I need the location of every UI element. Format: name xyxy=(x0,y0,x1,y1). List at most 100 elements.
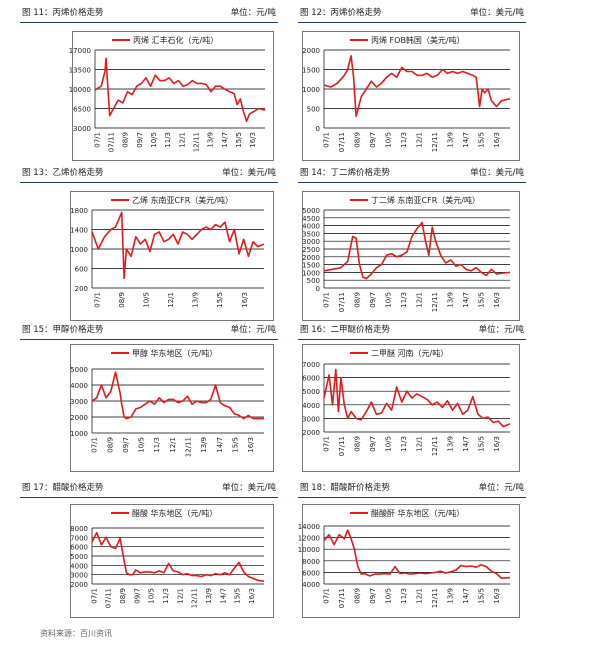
x-tick-label: 09/7 xyxy=(369,436,377,452)
y-tick-label: 3500 xyxy=(302,230,320,238)
chart-frame xyxy=(302,191,520,321)
x-tick-label: 07/11 xyxy=(338,436,346,456)
x-tick-label: 16/3 xyxy=(241,292,249,308)
x-tick-label: 10/5 xyxy=(148,588,156,604)
x-tick-label: 16/3 xyxy=(248,588,256,604)
x-tick-label: 07/11 xyxy=(338,588,346,608)
x-tick-label: 16/3 xyxy=(493,132,501,148)
y-tick-label: 5000 xyxy=(70,553,88,561)
legend-label: 醋酸酐 华东地区（元/吨） xyxy=(371,508,464,518)
x-tick-label: 14/7 xyxy=(462,436,470,452)
y-tick-label: 17000 xyxy=(69,47,91,55)
series-line xyxy=(323,54,511,118)
x-tick-label: 15/5 xyxy=(478,292,486,308)
x-tick-label: 13/9 xyxy=(207,132,215,148)
y-tick-label: 200 xyxy=(75,285,88,293)
x-tick-label: 07/11 xyxy=(105,588,113,608)
x-tick-label: 16/3 xyxy=(247,437,255,453)
y-tick-label: 5000 xyxy=(302,207,320,215)
x-tick-label: 08/9 xyxy=(354,132,362,148)
x-tick-label: 15/5 xyxy=(478,132,486,148)
series-line xyxy=(323,221,511,280)
y-tick-label: 8000 xyxy=(70,525,88,533)
panel-unit: 单位：美元/吨 xyxy=(222,168,276,178)
y-tick-label: 5000 xyxy=(302,388,320,396)
line-chart: 4000 6000 8000 10000 12000 14000 07/1 07/11 08/9… xyxy=(298,508,511,608)
x-tick-label: 11/3 xyxy=(400,588,408,604)
x-tick-label: 07/1 xyxy=(91,437,99,453)
chart-frame xyxy=(302,31,520,161)
x-tick-label: 12/11 xyxy=(192,132,200,152)
y-tick-label: 6500 xyxy=(73,106,91,114)
x-tick-label: 07/1 xyxy=(323,588,331,604)
y-tick-label: 12000 xyxy=(298,535,320,543)
x-tick-label: 13/9 xyxy=(192,292,200,308)
x-tick-label: 15/5 xyxy=(478,588,486,604)
chart-frame xyxy=(72,31,274,161)
y-tick-label: 10000 xyxy=(69,86,91,94)
x-tick-label: 07/1 xyxy=(323,132,331,148)
panel-header: 图 14：丁二烯价格走势 单位：美元/吨 xyxy=(298,165,526,183)
x-tick-label: 13/9 xyxy=(447,588,455,604)
x-tick-label: 15/5 xyxy=(234,588,242,604)
x-tick-label: 08/9 xyxy=(122,132,130,148)
panel-header: 图 16：二甲醚价格走势 单位：元/吨 xyxy=(298,322,526,340)
y-tick-label: 2500 xyxy=(302,246,320,254)
line-chart: 2000 3000 4000 5000 6000 7000 07/1 07/11 08/9 09/… xyxy=(302,348,511,456)
x-tick-label: 15/5 xyxy=(231,437,239,453)
x-tick-label: 07/1 xyxy=(323,292,331,308)
x-tick-label: 09/7 xyxy=(122,437,130,453)
legend-label: 乙烯 东南亚CFR（美元/吨） xyxy=(132,195,233,205)
panel-title: 图 16：二甲醚价格走势 xyxy=(300,325,391,335)
x-tick-label: 08/9 xyxy=(118,292,126,308)
chart-frame xyxy=(70,504,274,618)
line-chart: 3000 6500 10000 13500 17000 07/1 07/11 08/9 09/7… xyxy=(69,35,266,152)
x-tick-label: 10/5 xyxy=(150,132,158,148)
x-tick-label: 14/7 xyxy=(462,588,470,604)
x-tick-label: 13/9 xyxy=(447,292,455,308)
x-tick-label: 07/11 xyxy=(338,292,346,312)
x-tick-label: 12/1 xyxy=(167,292,175,308)
legend-label: 醋酸 华东地区（元/吨） xyxy=(132,508,217,518)
x-tick-label: 07/1 xyxy=(323,436,331,452)
line-chart: 200 600 1000 1400 1800 07/1 08/9 10/5 12/1 13/9 15… xyxy=(70,195,265,308)
panel-unit: 单位：元/吨 xyxy=(478,483,524,493)
chart-panel-13: 图 13：乙烯价格走势 单位：美元/吨 200 600 1000 1400 1800 07/… xyxy=(20,165,278,325)
panel-header: 图 11：丙烯价格走势 单位：元/吨 xyxy=(20,5,278,23)
panel-title: 图 15：甲醇价格走势 xyxy=(22,325,104,335)
chart-panel-15: 图 15：甲醇价格走势 单位：元/吨 1000 2000 3000 4000 5000 07… xyxy=(20,322,278,477)
x-tick-label: 12/11 xyxy=(431,588,439,608)
y-tick-label: 2000 xyxy=(302,47,320,55)
y-tick-label: 500 xyxy=(307,277,320,285)
panel-title: 图 17：醋酸价格走势 xyxy=(22,483,104,493)
x-tick-label: 12/11 xyxy=(191,588,199,608)
x-tick-label: 08/9 xyxy=(354,436,362,452)
y-tick-label: 4000 xyxy=(70,382,88,390)
y-tick-label: 14000 xyxy=(298,523,320,531)
panel-header: 图 17：醋酸价格走势 单位：美元/吨 xyxy=(20,480,278,498)
chart-panel-17: 图 17：醋酸价格走势 单位：美元/吨 2000 3000 4000 5000 6000 7… xyxy=(20,480,278,620)
legend-label: 甲醇 华东地区（元/吨） xyxy=(132,348,217,358)
x-tick-label: 09/7 xyxy=(369,292,377,308)
panel-title: 图 13：乙烯价格走势 xyxy=(22,168,104,178)
y-tick-label: 3000 xyxy=(302,238,320,246)
panel-unit: 单位：元/吨 xyxy=(478,325,524,335)
series-line xyxy=(323,368,511,428)
panel-header: 图 12：丙烯价格走势 单位：美元/吨 xyxy=(298,5,526,23)
series-line xyxy=(323,529,511,579)
x-tick-label: 12/11 xyxy=(431,436,439,456)
x-tick-label: 14/7 xyxy=(462,292,470,308)
x-tick-label: 12/11 xyxy=(431,292,439,312)
chart-panel-11: 图 11：丙烯价格走势 单位：元/吨 3000 6500 10000 13500 1700… xyxy=(20,5,278,165)
y-tick-label: 3000 xyxy=(73,125,91,133)
x-tick-label: 11/3 xyxy=(400,292,408,308)
x-tick-label: 16/3 xyxy=(249,132,257,148)
legend-label: 二甲醚 河南（元/吨） xyxy=(371,348,448,358)
series-line xyxy=(91,211,265,280)
y-tick-label: 2000 xyxy=(70,581,88,589)
y-tick-label: 7000 xyxy=(302,361,320,369)
x-tick-label: 15/5 xyxy=(478,436,486,452)
y-tick-label: 6000 xyxy=(302,375,320,383)
panel-title: 图 12：丙烯价格走势 xyxy=(300,8,382,18)
x-tick-label: 14/7 xyxy=(221,132,229,148)
